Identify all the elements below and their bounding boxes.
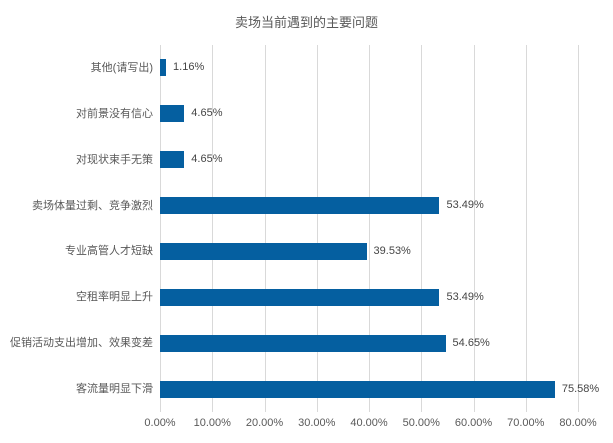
bar bbox=[160, 334, 446, 352]
category-label: 客流量明显下滑 bbox=[76, 383, 153, 396]
x-axis: 0.00% 10.00% 20.00% 30.00% 40.00% 50.00% 60.00… bbox=[0, 417, 613, 433]
x-axis-tick-label: 0.00% bbox=[144, 417, 176, 429]
bar-value-label: 54.65% bbox=[452, 336, 490, 349]
bar-value-label: 1.16% bbox=[173, 61, 205, 74]
gridline bbox=[316, 45, 318, 412]
category-label: 其他(请写出) bbox=[90, 61, 153, 74]
category-label: 专业高管人才短缺 bbox=[65, 245, 153, 258]
category-label: 对前景没有信心 bbox=[76, 107, 153, 120]
bar bbox=[160, 197, 440, 215]
gridline bbox=[525, 45, 527, 412]
x-axis-tick-label: 60.00% bbox=[454, 417, 493, 429]
bar bbox=[160, 105, 185, 123]
x-axis-tick-label: 10.00% bbox=[193, 417, 231, 429]
bar bbox=[160, 380, 555, 398]
category-label: 对现状束手无策 bbox=[76, 153, 153, 166]
gridline bbox=[578, 45, 579, 412]
bar-value-label: 4.65% bbox=[191, 107, 223, 120]
bar-value-label: 4.65% bbox=[191, 153, 223, 166]
x-axis-tick-label: 70.00% bbox=[507, 417, 545, 429]
x-axis-tick-label: 20.00% bbox=[245, 417, 284, 429]
bar bbox=[160, 242, 367, 260]
bar-value-label: 53.49% bbox=[446, 199, 484, 212]
category-label: 促销活动支出增加、效果变差 bbox=[10, 337, 153, 350]
gridline bbox=[264, 45, 266, 412]
y-axis-category-labels: 其他(请写出) 对前景没有信心 对现状束手无策卖场体量过剩、竞争激烈专业高管人才短缺… bbox=[0, 45, 153, 412]
category-label: 卖场体量过剩、竞争激烈 bbox=[32, 199, 153, 212]
x-axis-tick-label: 40.00% bbox=[350, 417, 388, 429]
plot-area: 1.16% 4.65% 4.65% 53.49% 39.53% 53.49% 54.65% 7… bbox=[160, 45, 599, 412]
bar-value-label: 39.53% bbox=[373, 244, 411, 257]
gridline bbox=[473, 45, 475, 412]
gridline bbox=[421, 45, 423, 412]
x-axis-tick-label: 80.00% bbox=[559, 417, 597, 429]
bar bbox=[160, 59, 167, 77]
category-label: 空租率明显上升 bbox=[76, 291, 153, 304]
chart-title: 卖场当前遇到的主要问题 bbox=[234, 15, 378, 30]
bar bbox=[160, 151, 185, 169]
x-axis-tick-label: 30.00% bbox=[298, 417, 336, 429]
bar-value-label: 53.49% bbox=[446, 290, 484, 303]
x-axis-tick-label: 50.00% bbox=[402, 417, 440, 429]
gridline bbox=[160, 45, 161, 412]
bar bbox=[160, 288, 440, 306]
gridline bbox=[212, 45, 214, 412]
gridline bbox=[369, 45, 370, 412]
bar-value-label: 75.58% bbox=[561, 382, 600, 395]
